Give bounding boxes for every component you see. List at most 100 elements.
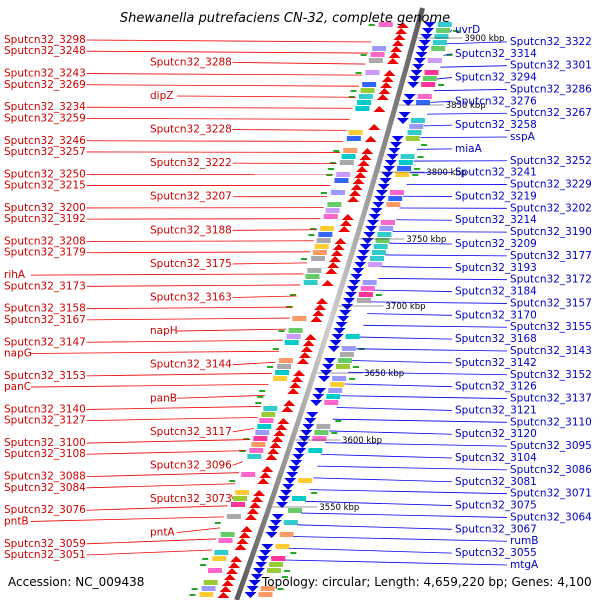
right-gene-label: Sputcn32_3172: [510, 274, 592, 286]
cog-class-block: [312, 436, 327, 441]
right-gene-label: Sputcn32_3193: [455, 262, 537, 274]
forward-gene-arrow: [316, 298, 329, 304]
right-connector: [336, 407, 453, 411]
left-connector: [86, 472, 240, 478]
cog-class-block: [377, 232, 392, 237]
rna-feature: [412, 174, 419, 176]
right-gene-label: Sputcn32_3184: [455, 286, 537, 298]
right-gene-label: Sputcn32_3314: [455, 48, 537, 60]
reverse-gene-arrow: [390, 142, 403, 148]
forward-gene-arrow: [304, 334, 317, 340]
cog-class-block: [259, 418, 274, 423]
left-connector: [30, 383, 269, 388]
cog-class-block: [323, 214, 338, 219]
reverse-gene-arrow: [265, 532, 278, 538]
rna-feature: [259, 390, 266, 392]
right-connector: [288, 547, 453, 554]
kbp-label: 3650 kbp: [364, 369, 404, 379]
reverse-gene-arrow: [296, 442, 309, 448]
reverse-gene-arrow: [339, 310, 352, 316]
cog-class-block: [362, 82, 377, 87]
reverse-gene-arrow: [384, 160, 397, 166]
left-gene-label: Sputcn32_3100: [4, 437, 86, 449]
cog-class-block: [251, 442, 266, 447]
forward-gene-arrow: [341, 214, 354, 220]
right-gene-label: Sputcn32_3229: [510, 179, 592, 191]
rna-feature: [308, 234, 315, 236]
cog-class-block: [316, 238, 331, 243]
cog-class-block: [277, 364, 292, 369]
right-gene-label: Sputcn32_3190: [510, 226, 592, 238]
left-gene-label: Sputcn32_3175: [150, 258, 232, 270]
forward-gene-arrow: [238, 532, 251, 538]
cog-class-block: [355, 106, 370, 111]
rna-feature: [329, 162, 336, 164]
rna-feature: [438, 84, 445, 86]
cog-class-block: [400, 154, 415, 159]
left-connector: [86, 117, 350, 120]
left-connector: [86, 406, 262, 410]
cog-class-block: [416, 100, 431, 105]
cog-class-block: [266, 568, 281, 573]
forward-gene-arrow: [225, 568, 238, 574]
right-connector: [332, 418, 508, 423]
forward-gene-arrow: [287, 388, 300, 394]
left-gene-label: Sputcn32_3144: [150, 359, 232, 371]
forward-gene-arrow: [338, 226, 351, 232]
right-connector: [321, 454, 453, 459]
right-gene-label: Sputcn32_3126: [455, 381, 537, 393]
rna-feature: [328, 168, 335, 170]
reverse-gene-arrow: [398, 112, 411, 118]
cog-class-block: [343, 148, 358, 153]
rna-feature: [326, 174, 333, 176]
forward-gene-arrow: [269, 442, 282, 448]
rna-feature: [320, 192, 327, 194]
left-gene-label: Sputcn32_3158: [4, 303, 86, 315]
left-gene-label: panB: [150, 392, 177, 404]
forward-gene-arrow: [347, 196, 360, 202]
left-gene-label: Sputcn32_3228: [150, 124, 232, 136]
kbp-label: 3900 kbp: [464, 34, 504, 44]
genome-summary: Topology: circular; Length: 4,659,220 bp…: [261, 575, 592, 589]
left-connector: [86, 306, 294, 310]
reverse-gene-arrow: [252, 568, 265, 574]
reverse-gene-arrow: [314, 388, 327, 394]
reverse-gene-arrow: [331, 334, 344, 340]
cog-class-block: [275, 370, 290, 375]
reverse-gene-arrow: [278, 496, 291, 502]
cog-class-block: [328, 388, 343, 393]
left-connector: [86, 505, 228, 511]
right-gene-label: Sputcn32_3071: [510, 488, 592, 500]
cog-class-block: [235, 490, 250, 495]
forward-gene-arrow: [267, 448, 280, 454]
right-gene-label: Sputcn32_3209: [455, 238, 537, 250]
reverse-gene-arrow: [391, 136, 404, 142]
forward-gene-arrow: [289, 382, 302, 388]
reverse-gene-arrow: [250, 574, 263, 580]
right-gene-label: Sputcn32_3137: [510, 393, 592, 405]
kbp-label: 3550 kbp: [319, 503, 359, 513]
reverse-gene-arrow: [412, 64, 425, 70]
right-gene-label: Sputcn32_3267: [510, 107, 592, 119]
cog-class-block: [371, 250, 386, 255]
map-title: Shewanella putrefaciens CN-32, complete …: [120, 11, 450, 26]
cog-class-block: [368, 58, 383, 63]
forward-gene-arrow: [251, 496, 264, 502]
right-connector: [355, 348, 508, 352]
left-gene-label: Sputcn32_3207: [150, 191, 232, 203]
left-gene-label: Sputcn32_3096: [150, 459, 232, 471]
cog-class-block: [288, 328, 303, 333]
cog-class-block: [365, 70, 380, 75]
left-gene-label: Sputcn32_3243: [4, 68, 86, 80]
reverse-gene-arrow: [269, 520, 282, 526]
left-gene-label: rihA: [4, 269, 26, 281]
forward-gene-arrow: [391, 40, 404, 46]
left-gene-label: Sputcn32_3108: [4, 448, 86, 460]
cog-class-block: [231, 502, 246, 507]
right-connector: [423, 124, 453, 127]
cog-class-block: [201, 586, 216, 591]
reverse-gene-arrow: [375, 190, 388, 196]
cog-class-block: [373, 244, 388, 249]
